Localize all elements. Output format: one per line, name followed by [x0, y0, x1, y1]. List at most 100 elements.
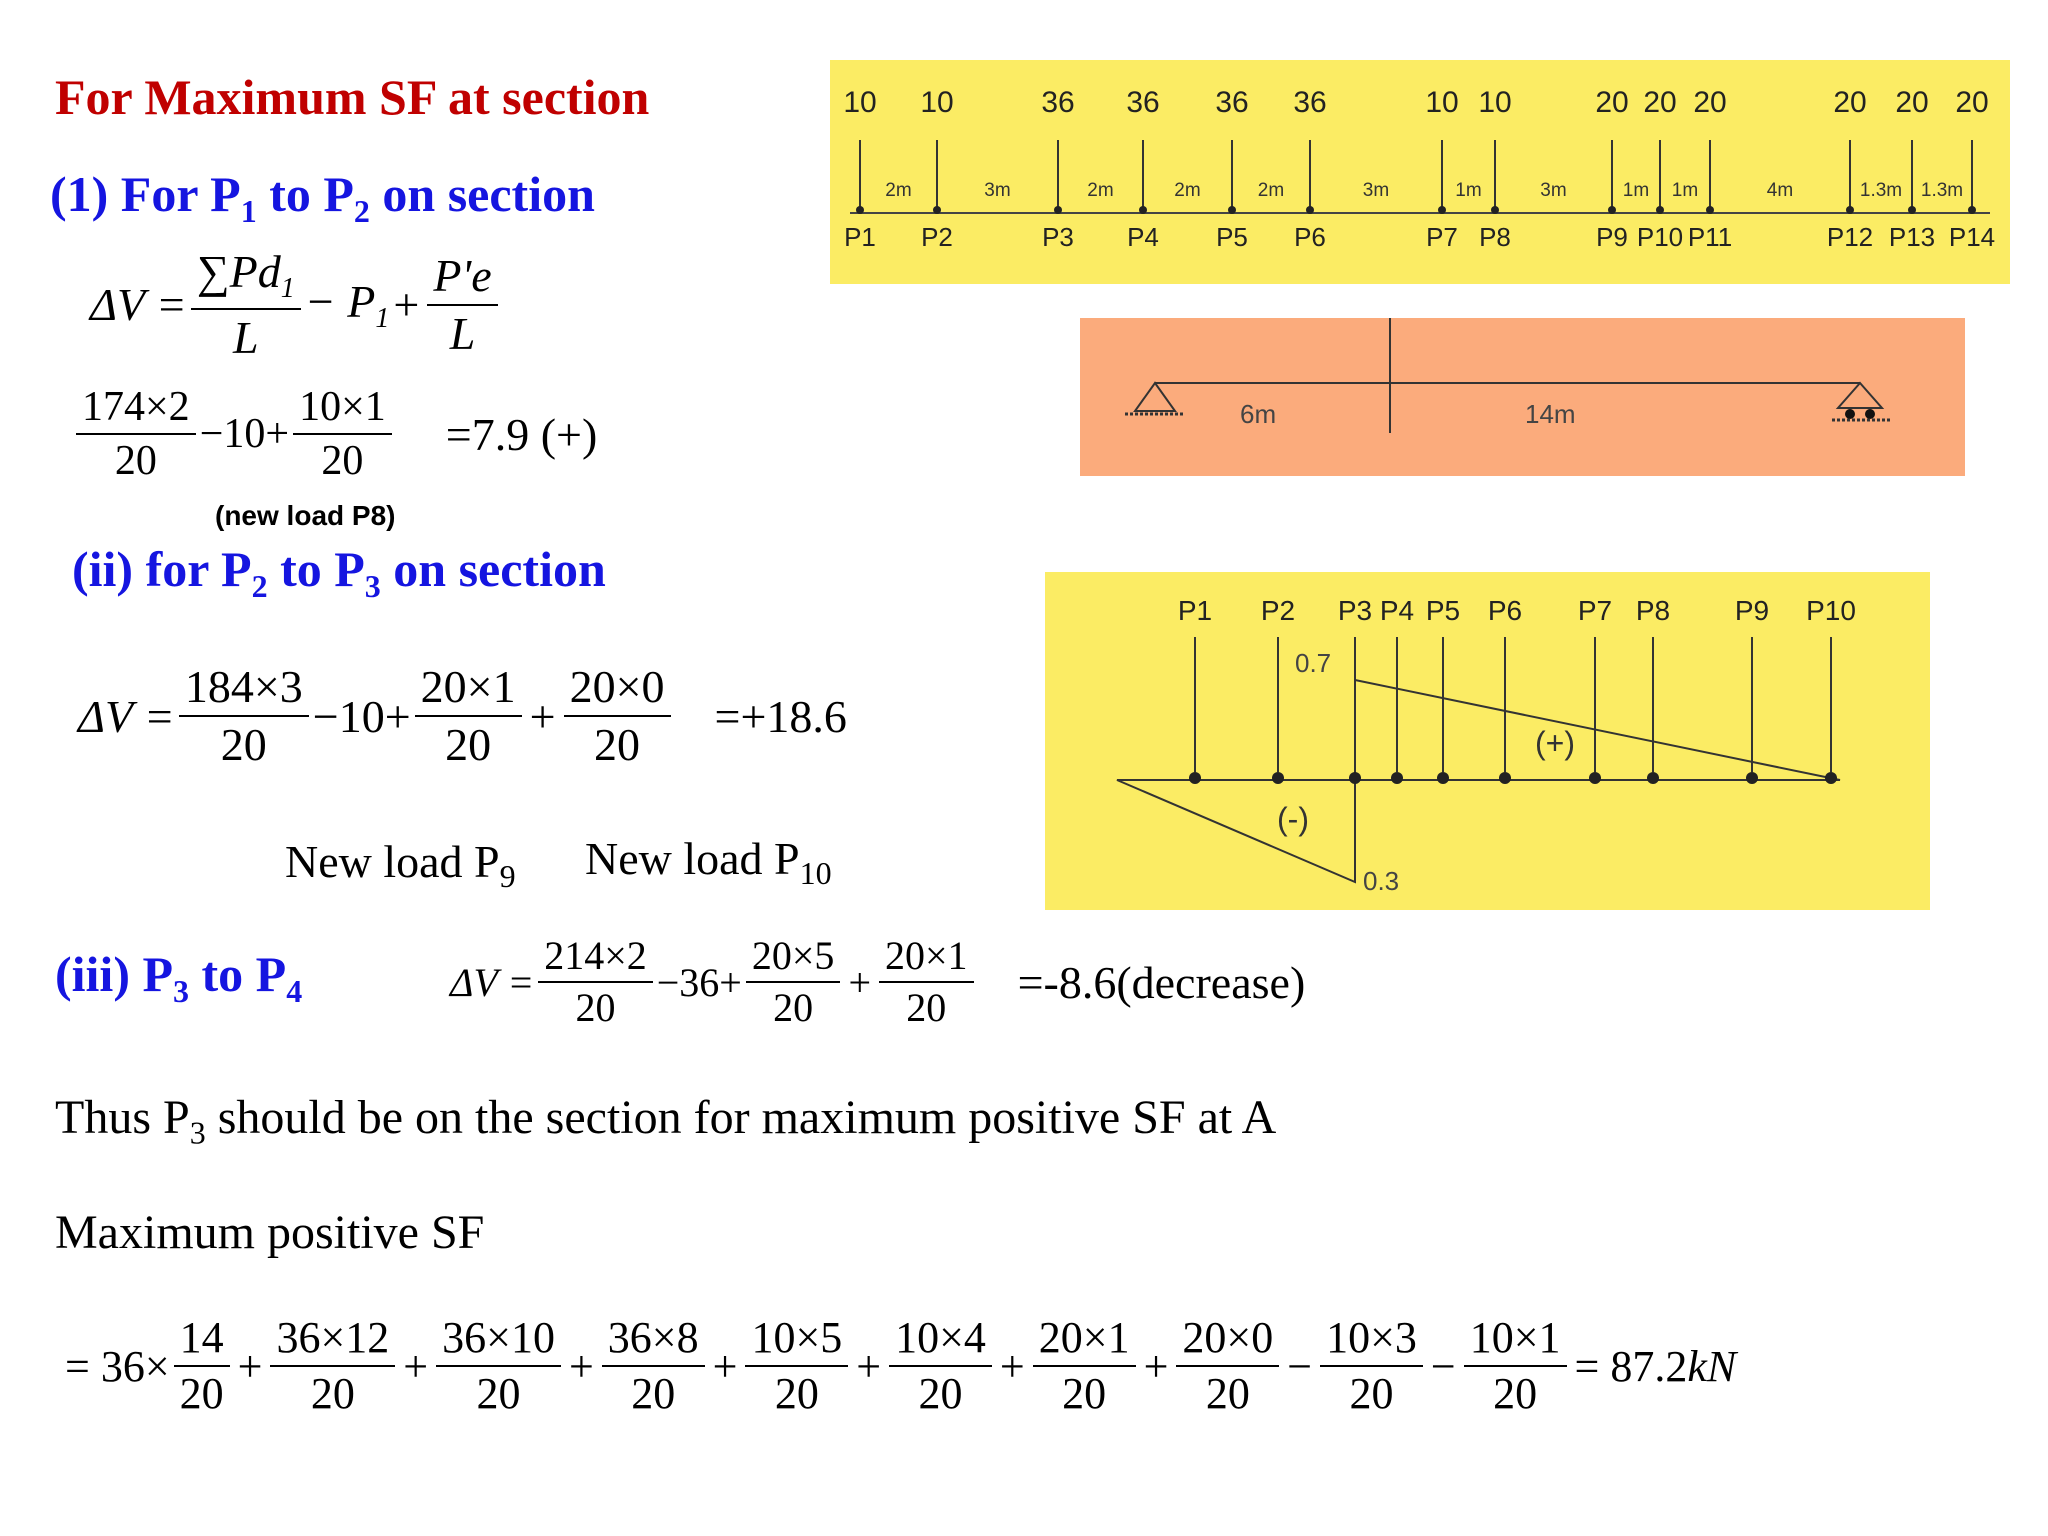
spacing-label: 3m — [1540, 180, 1566, 201]
case1-heading: (1) For P1 to P2 on section — [50, 166, 595, 229]
case1-general-formula: ΔV = ∑Pd1 L − P1 + P'e L — [90, 247, 502, 362]
load-point — [1139, 206, 1147, 214]
load-point — [1438, 206, 1446, 214]
final-term: 36×12 20 — [270, 1314, 396, 1417]
case1-numeric-formula: 174×2 20 −10+ 10×1 20 =7.9 (+) — [72, 385, 597, 483]
fraction: ∑Pd1 L — [190, 247, 301, 362]
ild-positive-region — [1354, 678, 1841, 781]
ild-negative-region — [1116, 779, 1356, 884]
final-term: 36×8 20 — [601, 1314, 705, 1417]
load-value: 36 — [1041, 86, 1074, 119]
ild-load-label: P5 — [1426, 595, 1460, 626]
load-point — [933, 206, 941, 214]
load-label: P13 — [1889, 222, 1935, 252]
load-point — [1846, 206, 1854, 214]
case3-formula: ΔV = 214×2 20 −36+ 20×5 20 + 20×1 20 =-8.6(… — [450, 933, 1306, 1030]
ild-load-label: P8 — [1636, 595, 1670, 626]
final-term: 10×3 20 — [1320, 1314, 1423, 1417]
load-point — [1608, 206, 1616, 214]
operator: − — [1430, 1341, 1456, 1391]
ild-load-label: P6 — [1488, 595, 1522, 626]
fraction: P'e L — [427, 251, 498, 359]
load-value: 20 — [1833, 86, 1866, 119]
spacing-label: 1m — [1455, 180, 1481, 201]
load-point — [1706, 206, 1714, 214]
load-label: P11 — [1688, 222, 1732, 252]
load-point — [1491, 206, 1499, 214]
spacing-label: 3m — [984, 180, 1010, 201]
load-point — [1968, 206, 1976, 214]
spacing-label: 4m — [1767, 180, 1793, 201]
case2-note-p9: New load P9 — [285, 836, 516, 895]
operator: + — [999, 1341, 1025, 1391]
ild-panel: 0.7 0.3 (+) (-) P1 P2 P3 P4 P5 P6 P7 P8 P9 P10 — [1045, 572, 1930, 910]
load-label: P2 — [921, 222, 953, 252]
case3-heading: (iii) P3 to P4 — [55, 946, 303, 1009]
load-point — [856, 206, 864, 214]
positive-ordinate-label: 0.7 — [1295, 648, 1331, 678]
load-label: P14 — [1949, 222, 1995, 252]
load-point — [1054, 206, 1062, 214]
load-point — [1228, 206, 1236, 214]
ild-load-label: P7 — [1578, 595, 1612, 626]
load-label: P12 — [1827, 222, 1873, 252]
load-value: 20 — [1895, 86, 1928, 119]
spacing-label: 1m — [1623, 180, 1649, 201]
load-value: 36 — [1293, 86, 1326, 119]
case2-heading: (ii) for P2 to P3 on section — [72, 541, 606, 604]
left-span-label: 6m — [1240, 399, 1276, 429]
conclusion-text: Thus P3 should be on the section for max… — [55, 1091, 1277, 1151]
load-point — [1306, 206, 1314, 214]
beam-diagram: 6m 14m — [1125, 318, 1890, 433]
negative-ordinate-label: 0.3 — [1363, 866, 1399, 896]
load-label: P4 — [1127, 222, 1159, 252]
spacing-label: 1.3m — [1860, 180, 1902, 201]
beam-panel: 6m 14m — [1080, 318, 1965, 476]
ild-load-point — [1825, 772, 1837, 784]
operator: + — [568, 1341, 594, 1391]
load-label: P3 — [1042, 222, 1074, 252]
load-label: P10 — [1637, 222, 1683, 252]
load-value: 20 — [1693, 86, 1726, 119]
load-label: P5 — [1216, 222, 1248, 252]
ild-load-point — [1647, 772, 1659, 784]
influence-line-diagram: 0.7 0.3 (+) (-) P1 P2 P3 P4 P5 P6 P7 P8 P9 P10 — [1116, 595, 1856, 896]
load-point — [1908, 206, 1916, 214]
page-title: For Maximum SF at section — [55, 69, 650, 125]
final-term: 10×4 20 — [889, 1314, 992, 1417]
load-value: 36 — [1126, 86, 1159, 119]
case1-note: (new load P8) — [215, 500, 396, 531]
final-term: 10×5 20 — [745, 1314, 849, 1417]
positive-sign: (+) — [1535, 725, 1575, 761]
load-label: P8 — [1479, 222, 1511, 252]
spacing-label: 1m — [1672, 180, 1698, 201]
ild-load-point — [1189, 772, 1201, 784]
load-point — [1656, 206, 1664, 214]
final-term: 14 20 — [173, 1314, 230, 1417]
ild-load-point — [1589, 772, 1601, 784]
case2-note-p10: New load P10 — [585, 833, 832, 892]
ild-load-label: P9 — [1735, 595, 1769, 626]
ild-load-point — [1499, 772, 1511, 784]
final-term: 20×1 20 — [1032, 1314, 1136, 1417]
ild-load-label: P10 — [1806, 595, 1856, 626]
ild-load-point — [1391, 772, 1403, 784]
load-label: P7 — [1426, 222, 1458, 252]
final-term: 36×10 20 — [436, 1314, 561, 1417]
ild-load-label: P2 — [1261, 595, 1295, 626]
ild-load-label: P3 — [1338, 595, 1372, 626]
final-term: 10×1 20 — [1463, 1314, 1567, 1417]
spacing-label: 2m — [885, 180, 911, 201]
load-value: 36 — [1215, 86, 1248, 119]
ild-load-point — [1746, 772, 1758, 784]
operator: + — [856, 1341, 882, 1391]
roller-support-icon — [1835, 381, 1885, 409]
spacing-label: 2m — [1174, 180, 1200, 201]
ild-load-point — [1272, 772, 1284, 784]
pin-support-icon — [1133, 381, 1177, 412]
max-sf-label: Maximum positive SF — [55, 1206, 485, 1259]
load-value: 20 — [1643, 86, 1676, 119]
ild-load-label: P1 — [1178, 595, 1212, 626]
load-label: P6 — [1294, 222, 1326, 252]
load-train-panel: 10 P1 10 P2 36 P3 36 P4 36 P5 36 P6 10 P7 10 P8 20 P9 20 P1… — [830, 60, 2010, 284]
